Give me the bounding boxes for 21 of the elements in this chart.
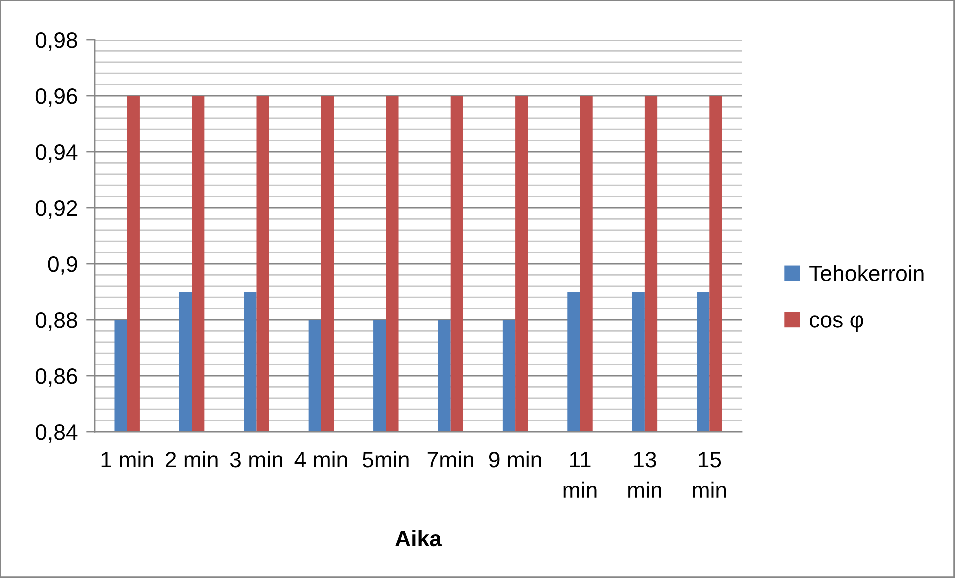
y-tick-label: 0,84 [36,424,78,443]
x-tick-label: 1 min [102,451,154,468]
y-tick-label: 0,98 [36,32,78,51]
x-tick-label: 13 min [628,452,662,498]
legend-label: cos φ [810,316,864,332]
y-tick-label: 0,88 [36,312,78,331]
x-tick-label: 11 min [564,452,597,498]
x-tick-label: 4 min [294,451,348,468]
y-tick-label: 0,92 [36,200,78,219]
x-tick-label: 9 min [489,451,542,468]
x-tick-label: 5min [362,451,409,468]
x-tick-label: 3 min [230,451,282,468]
y-tick-label: 0,96 [36,88,78,107]
legend-label: Tehokerroin [810,265,924,282]
y-tick-label: 0,94 [36,144,78,163]
x-axis-title: Aika [396,530,442,547]
x-tick-label: 2 min [166,451,218,468]
x-tick-label: 7min [428,451,474,468]
y-tick-label: 0,86 [36,368,78,387]
y-tick-label: 0,9 [48,256,78,275]
x-tick-label: 15 min [693,452,726,498]
